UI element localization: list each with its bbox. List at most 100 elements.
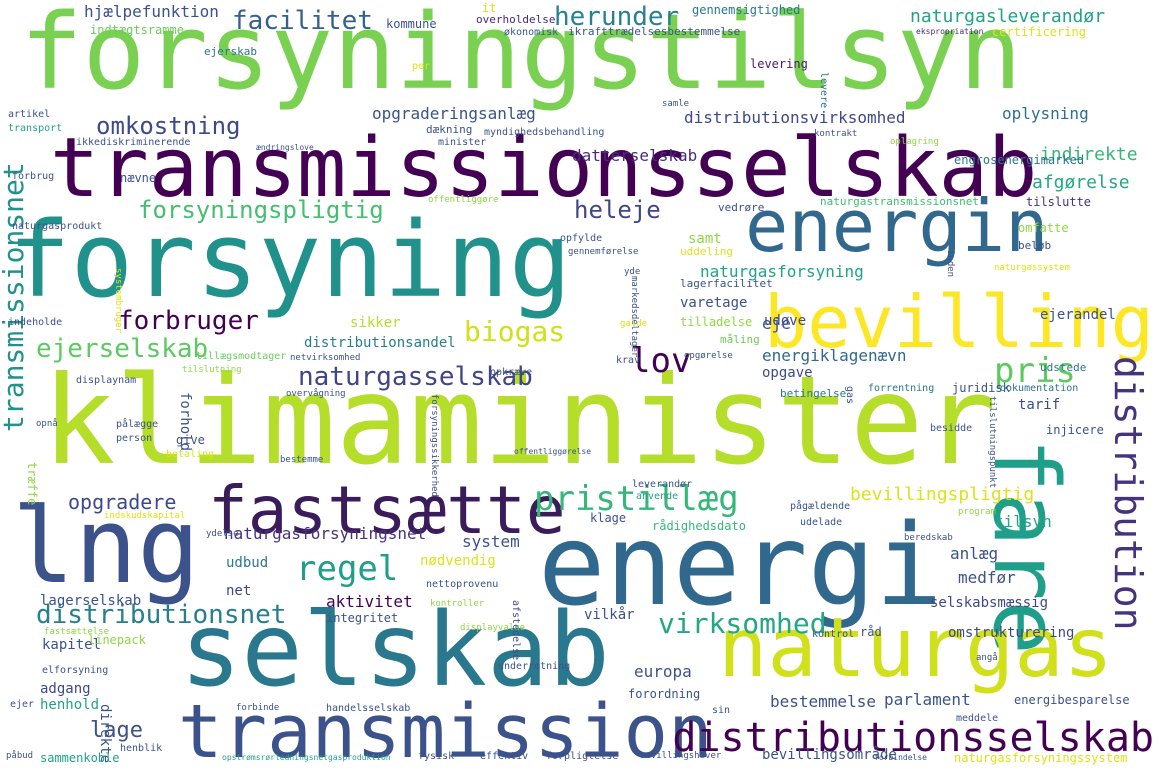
cloud-word: per xyxy=(412,61,431,72)
cloud-word: ikrafttrædelsesbestemmelse xyxy=(568,25,741,38)
cloud-word: anlæg xyxy=(950,544,999,563)
cloud-word: klimaminister xyxy=(42,350,997,492)
cloud-word: juridisk xyxy=(952,381,1010,395)
cloud-word: forbinde xyxy=(236,703,280,713)
cloud-word: give xyxy=(176,433,205,447)
cloud-word: ejer xyxy=(10,699,35,710)
cloud-word: overholdelse xyxy=(476,13,556,26)
cloud-word: lagerfacilitet xyxy=(680,277,773,290)
cloud-word: distributionsandel xyxy=(304,335,456,351)
cloud-word: pågældende xyxy=(790,501,851,512)
cloud-word: forsyningspligtig xyxy=(138,196,384,224)
cloud-word: opfylde xyxy=(560,233,603,244)
cloud-word: naturgasforsyning xyxy=(700,262,864,281)
cloud-word: lov xyxy=(630,341,692,381)
cloud-word: bestemme xyxy=(280,455,324,465)
cloud-word: parlament xyxy=(884,690,971,709)
cloud-word: udøve xyxy=(764,313,807,329)
cloud-word: naturgasforsyningsnet xyxy=(224,524,427,543)
cloud-word: måling xyxy=(720,333,760,346)
cloud-word: anvende xyxy=(636,491,679,502)
cloud-word: meddele xyxy=(956,713,999,724)
cloud-word: engrosenergimarked xyxy=(954,153,1085,167)
cloud-word: ejerselskab xyxy=(36,334,209,364)
cloud-word: påbud xyxy=(6,751,34,761)
cloud-word: systembruger xyxy=(113,268,123,334)
cloud-word: træffe xyxy=(25,462,39,506)
cloud-word: gas xyxy=(844,386,855,405)
cloud-word: medfør xyxy=(958,568,1016,587)
cloud-word: naturgasforsyningssystem xyxy=(954,751,1128,765)
cloud-word: overvågning xyxy=(286,389,346,399)
cloud-word: fastsættelse xyxy=(44,627,110,637)
cloud-word: net xyxy=(226,583,252,599)
cloud-word: aktivitet xyxy=(326,592,413,611)
cloud-word: ekspropriation xyxy=(916,27,984,36)
cloud-word: omstrukturering xyxy=(948,625,1075,641)
cloud-word: myndighedsbehandling xyxy=(484,127,605,138)
cloud-word: kontrakt xyxy=(814,129,858,139)
cloud-word: varetage xyxy=(680,295,748,311)
cloud-word: naturgastransmissionsnet xyxy=(820,195,979,208)
cloud-word: sikker xyxy=(350,315,401,331)
cloud-word: energi xyxy=(538,501,943,631)
cloud-word: samt xyxy=(688,231,722,247)
cloud-word: energibesparelse xyxy=(1014,693,1130,707)
cloud-word: indtægtsramme xyxy=(90,23,184,37)
cloud-word: bevillingshaver xyxy=(640,751,722,761)
cloud-word: nævne xyxy=(120,171,157,185)
cloud-word: naturgassystem xyxy=(994,263,1070,273)
cloud-word: underretning xyxy=(498,661,571,672)
cloud-word: opgørelse xyxy=(684,351,733,361)
cloud-word: injicere xyxy=(1046,423,1104,437)
cloud-word: it xyxy=(482,1,497,15)
cloud-word: transmissionsselskab xyxy=(50,121,1038,216)
cloud-word: omkostning xyxy=(96,112,241,140)
cloud-word: yde xyxy=(624,267,641,277)
cloud-word: oplagring xyxy=(890,137,939,147)
cloud-word: udstede xyxy=(1040,361,1087,374)
cloud-word: indirekte xyxy=(1040,144,1138,165)
cloud-word: udbud xyxy=(226,555,269,571)
cloud-word: artikel xyxy=(8,109,51,120)
cloud-word: facilitet xyxy=(232,6,373,36)
cloud-word: selskabsmæssig xyxy=(930,595,1049,611)
cloud-word: ikkediskriminerende xyxy=(76,137,191,148)
cloud-word: biogas xyxy=(464,315,566,348)
cloud-word: virksomhed xyxy=(658,607,827,640)
cloud-word: transmission xyxy=(178,689,713,770)
cloud-word: udelade xyxy=(800,517,843,528)
cloud-word: tillægsmodtager xyxy=(196,351,287,362)
cloud-word: besidde xyxy=(930,423,973,434)
cloud-word: opgradere xyxy=(68,490,177,514)
cloud-word: program xyxy=(958,507,996,517)
cloud-word: forbindelse xyxy=(874,753,927,762)
cloud-word: bestemmelse xyxy=(770,692,876,711)
cloud-word: adgang xyxy=(40,681,91,697)
cloud-word: fastsætte xyxy=(208,472,566,549)
cloud-word: distributionsvirksomhed xyxy=(684,108,906,127)
cloud-word: ejerandel xyxy=(1040,307,1116,323)
cloud-word: kontrol xyxy=(812,629,855,640)
cloud-word: forordning xyxy=(628,687,701,701)
cloud-word: forsyningstilsyn xyxy=(20,0,1022,113)
cloud-word: henhold xyxy=(40,697,100,713)
cloud-word: afstedelse xyxy=(510,600,521,661)
cloud-word: bevillingsområde xyxy=(762,747,897,763)
cloud-word: rådighedsdato xyxy=(652,519,746,533)
cloud-word: sammenkoble xyxy=(40,751,120,765)
cloud-word: sin xyxy=(712,705,731,716)
cloud-word: indskudskapital xyxy=(104,511,186,521)
cloud-word: bevilling xyxy=(763,280,1154,364)
cloud-word: samle xyxy=(662,99,690,109)
cloud-word: ejerskab xyxy=(204,45,257,58)
cloud-word: pris xyxy=(994,351,1076,391)
cloud-word: datterselskab xyxy=(572,146,698,165)
cloud-word: opstrømsrørledningsnetgasproduktion xyxy=(222,753,391,762)
cloud-word: leverandør xyxy=(632,479,693,490)
cloud-word: handelsselskab xyxy=(326,703,411,714)
cloud-word: afgørelse xyxy=(1032,172,1130,193)
cloud-word: galde xyxy=(620,319,648,329)
cloud-word: forrentning xyxy=(868,383,935,394)
